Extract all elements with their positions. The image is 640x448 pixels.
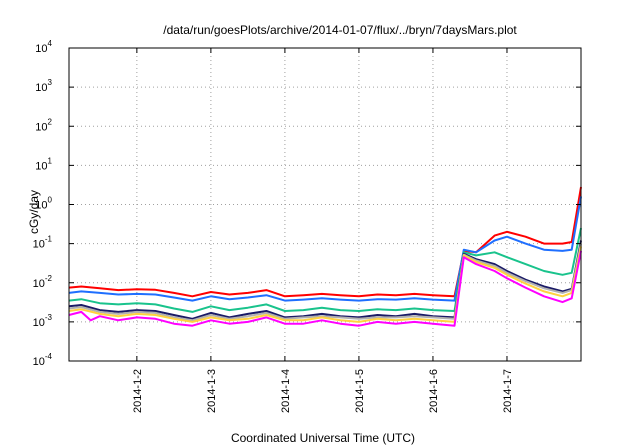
series-line-7	[68, 250, 582, 327]
series-line-6	[68, 246, 582, 323]
y-tick-label: 10-3	[33, 313, 53, 329]
y-tick-label: 101	[35, 156, 52, 172]
y-tick-label: 10-4	[33, 352, 53, 368]
chart-title: /data/run/goesPlots/archive/2014-01-07/f…	[163, 23, 517, 37]
series-line-1	[68, 186, 582, 298]
axis-ticks: 10-4 10-3 10-2 10-1 100 101 102 103 104 2014-1-2 2…	[33, 39, 581, 413]
y-axis-label: cGy/day	[27, 190, 41, 234]
x-axis-label: Coordinated Universal Time (UTC)	[231, 431, 415, 445]
y-tick-label: 103	[35, 78, 52, 94]
x-tick-label: 2014-1-3	[206, 369, 218, 413]
series-line-5	[68, 243, 582, 322]
series-line-3	[68, 227, 582, 313]
x-tick-label: 2014-1-2	[132, 369, 144, 413]
x-tick-label: 2014-1-7	[502, 369, 514, 413]
x-tick-label: 2014-1-6	[428, 369, 440, 413]
y-tick-label: 104	[35, 39, 52, 55]
series-lines	[68, 186, 582, 327]
y-tick-label: 102	[35, 117, 52, 133]
y-tick-label: 100	[35, 196, 52, 212]
x-tick-label: 2014-1-4	[280, 369, 292, 413]
series-line-2	[68, 196, 582, 302]
series-line-4	[68, 240, 582, 320]
y-tick-label: 10-1	[33, 235, 53, 251]
x-tick-label: 2014-1-5	[354, 369, 366, 413]
y-tick-label: 10-2	[33, 274, 53, 290]
